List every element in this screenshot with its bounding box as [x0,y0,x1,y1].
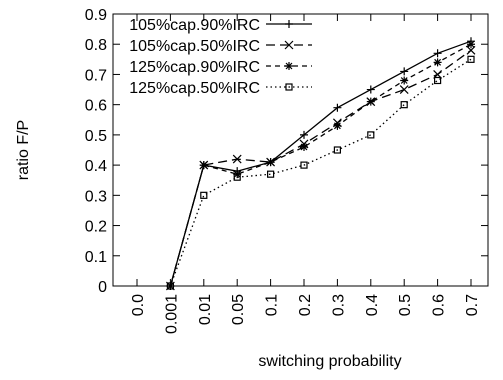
y-tick-label: 0.6 [85,98,107,115]
marker-x [399,85,409,94]
series-line [169,43,472,287]
marker-star [467,40,475,49]
legend: 105%cap.90%IRC 105%cap.50%IRC 125%cap.90%I… [129,17,312,97]
marker-square [166,282,174,290]
marker-x [466,45,476,55]
y-tick-label: 0.5 [85,128,107,145]
x-tick-label: 0.7 [464,294,481,316]
legend-item: 105%cap.90%IRC [129,17,312,34]
marker-square [467,55,475,63]
marker-plus [285,20,293,28]
x-tick-label: 0.3 [330,294,347,316]
marker-plus [433,49,442,58]
x-tick-label: 0.5 [397,294,414,316]
x-tick-label: 0.05 [230,294,247,325]
marker-square [300,161,308,169]
x-tick-label: 0.001 [163,294,180,334]
y-tick-label: 0 [98,279,107,296]
marker-star [333,121,342,130]
marker-square [267,170,275,178]
marker-star [266,158,275,167]
marker-star [300,142,308,151]
marker-plus [400,67,409,76]
marker-x [284,40,294,50]
y-tick-label: 0.7 [85,67,107,84]
marker-plus [366,85,375,94]
y-tick-label: 0.8 [85,37,107,54]
legend-label: 125%cap.90%IRC [129,59,260,76]
y-axis-label: ratio F/P [15,120,32,180]
marker-star [285,62,293,70]
series-line [169,40,472,287]
y-tick-label: 0.4 [85,158,107,175]
marker-star [400,76,409,85]
legend-label: 105%cap.50%IRC [129,38,260,55]
x-tick-label: 0.4 [364,294,381,316]
x-tick-label: 0.6 [431,294,448,316]
legend-label: 125%cap.50%IRC [129,80,260,97]
marker-x [232,154,242,164]
marker-square [285,83,293,91]
axes: 0 0.1 0.2 0.3 0.4 0.5 0.6 0.7 0.8 0.9 0.0 0.001 0.01… [85,7,489,334]
series-layer [165,37,476,291]
marker-square [367,131,375,139]
marker-square [400,101,408,109]
marker-star [366,97,375,106]
marker-square [233,173,241,181]
y-tick-label: 0.3 [85,188,107,205]
marker-plus [333,103,342,112]
marker-star [433,58,442,67]
x-tick-label: 0.1 [264,294,281,316]
series-4 [166,55,475,290]
legend-label: 105%cap.90%IRC [129,17,260,34]
legend-item: 105%cap.50%IRC [129,38,312,55]
marker-star [199,161,208,170]
series-line [169,49,472,287]
marker-square [333,146,341,154]
plot-frame [112,13,489,287]
y-tick-label: 0.1 [85,249,107,266]
legend-item: 125%cap.50%IRC [129,80,312,97]
marker-plus [300,130,308,139]
series-3 [166,40,475,290]
series-line [169,58,472,287]
x-tick-label: 0.0 [130,294,147,316]
x-axis-label: switching probability [258,353,401,370]
marker-square [200,191,208,199]
x-tick-label: 0.2 [297,294,314,316]
y-tick-label: 0.2 [85,219,107,236]
y-tick-label: 0.9 [85,7,107,24]
x-tick-label: 0.01 [197,294,214,325]
marker-square [434,76,442,85]
legend-item: 125%cap.90%IRC [129,59,312,76]
